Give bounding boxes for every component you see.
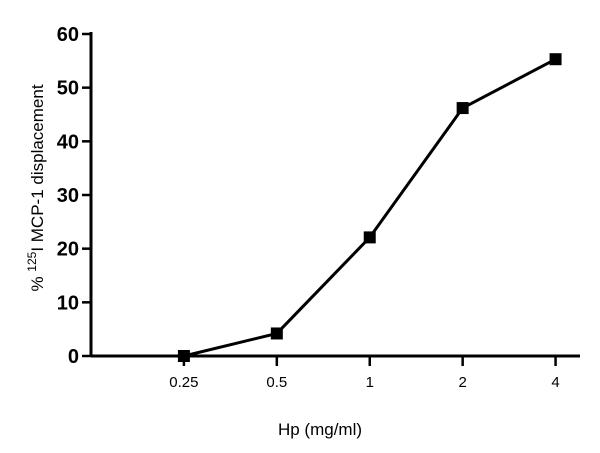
series-line-0 xyxy=(183,57,557,358)
y-tick-label-4: 40 xyxy=(57,131,79,153)
x-tick-label-2: 1 xyxy=(366,374,374,391)
y-axis-title-prefix: % xyxy=(28,272,47,292)
y-axis-ticks: 0 10 20 30 40 50 60 xyxy=(57,24,91,368)
data-point-0-0 xyxy=(177,350,190,362)
data-point-0-1 xyxy=(270,327,283,340)
data-point-0-3 xyxy=(456,102,469,115)
y-tick-label-5: 50 xyxy=(57,78,79,100)
series-layer xyxy=(177,53,562,362)
y-tick-label-3: 30 xyxy=(57,185,79,207)
y-tick-label-1: 10 xyxy=(57,292,79,314)
y-axis-title: % 125I MCP-1 displacement xyxy=(25,84,47,291)
x-tick-label-4: 4 xyxy=(551,374,559,391)
y-tick-label-0: 0 xyxy=(68,346,79,368)
x-tick-label-1: 0.5 xyxy=(266,374,287,391)
x-tick-label-0: 0.25 xyxy=(169,374,198,391)
y-tick-label-6: 60 xyxy=(57,24,79,46)
data-point-0-2 xyxy=(363,231,376,244)
data-point-0-4 xyxy=(549,53,562,66)
y-axis-title-suffix: I MCP-1 displacement xyxy=(28,84,47,252)
x-tick-label-3: 2 xyxy=(458,374,466,391)
x-axis-title: Hp (mg/ml) xyxy=(278,420,362,439)
x-axis-ticks: 0.25 0.5 1 2 4 xyxy=(169,356,560,391)
y-axis-title-superscript: 125 xyxy=(25,251,39,271)
y-tick-label-2: 20 xyxy=(57,239,79,261)
